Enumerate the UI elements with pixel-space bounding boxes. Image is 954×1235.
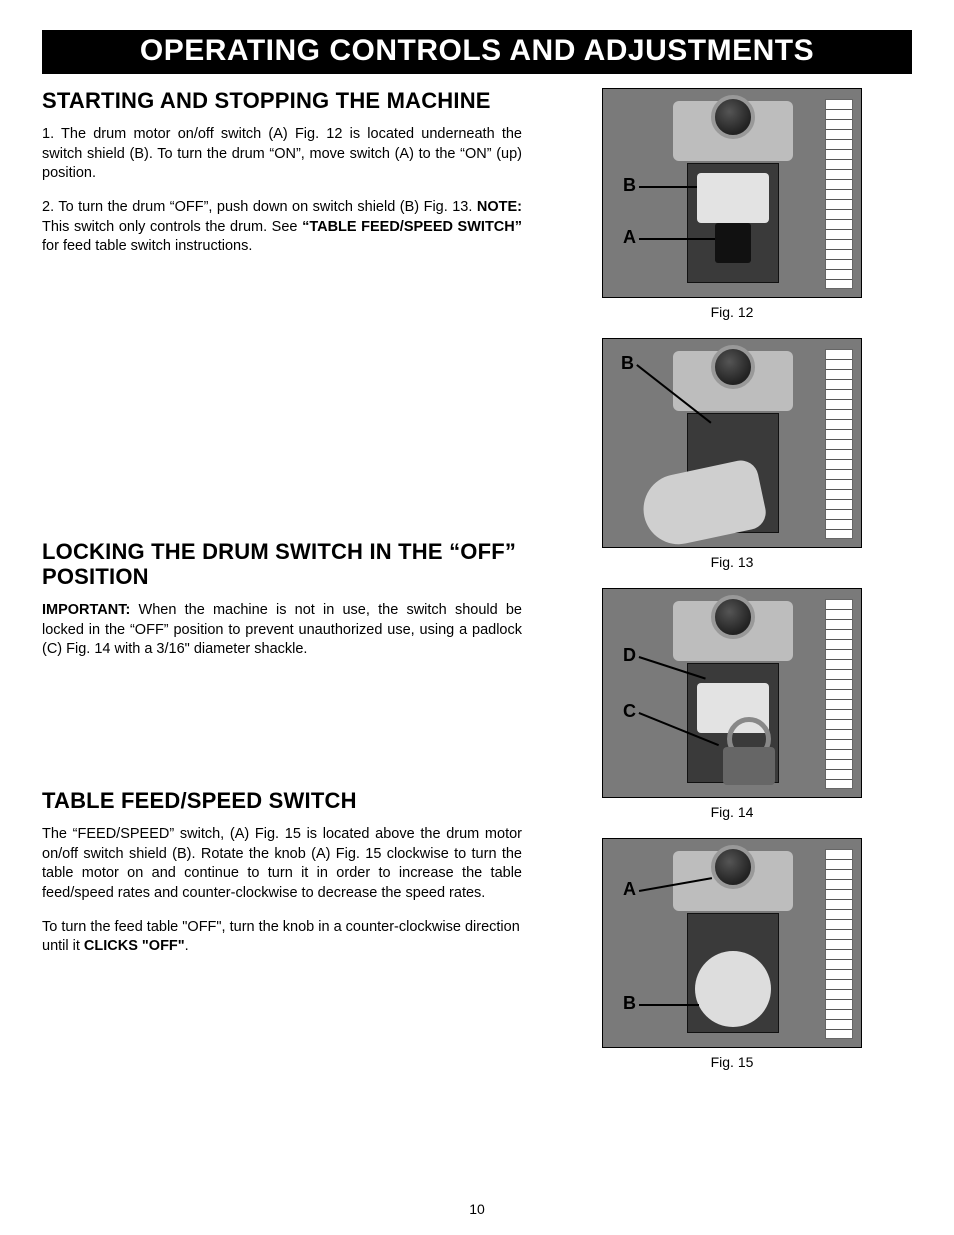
figure-14-image: D C [602,588,862,798]
page-banner: OPERATING CONTROLS AND ADJUSTMENTS [42,30,912,74]
callout-D: D [623,645,636,666]
feed-p2: To turn the feed table "OFF", turn the k… [42,918,522,957]
lock-important-label: IMPORTANT: [42,602,130,618]
feed-p2-bold: CLICKS "OFF" [84,938,185,954]
leader-line [639,186,697,188]
p2-tail: for feed table switch instructions. [42,238,252,254]
callout-B: B [621,353,634,374]
speed-knob [711,95,755,139]
heading-feed: TABLE FEED/SPEED SWITCH [42,788,522,813]
start-stop-p1: 1. The drum motor on/off switch (A) Fig.… [42,125,522,184]
feed-p2-tail: . [185,938,189,954]
figure-13: B Fig. 13 [552,338,912,570]
page-number: 10 [0,1201,954,1217]
scale-ruler [825,849,853,1039]
figure-13-image: B [602,338,862,548]
figure-13-caption: Fig. 13 [552,554,912,570]
left-column: STARTING AND STOPPING THE MACHINE 1. The… [42,88,522,1088]
callout-A: A [623,227,636,248]
callout-A: A [623,879,636,900]
heading-lock: LOCKING THE DRUM SWITCH IN THE “OFF” POS… [42,539,522,590]
right-column: B A Fig. 12 B Fig. 13 [552,88,912,1088]
lock-p1: IMPORTANT: When the machine is not in us… [42,601,522,660]
spacer [42,674,522,788]
speed-knob [711,345,755,389]
leader-line [639,238,715,240]
heading-start-stop: STARTING AND STOPPING THE MACHINE [42,88,522,113]
start-stop-p2: 2. To turn the drum “OFF”, push down on … [42,198,522,257]
figure-14: D C Fig. 14 [552,588,912,820]
figure-14-caption: Fig. 14 [552,804,912,820]
p2-quote: “TABLE FEED/SPEED SWITCH” [302,219,522,235]
speed-knob [711,595,755,639]
switch-shield [697,173,769,223]
figure-12-caption: Fig. 12 [552,304,912,320]
figure-15: A B Fig. 15 [552,838,912,1070]
callout-B: B [623,993,636,1014]
callout-C: C [623,701,636,722]
p2-note-label: NOTE: [477,199,522,215]
p2-note-text: This switch only controls the drum. See [42,219,302,235]
leader-line [639,1004,699,1006]
two-column-layout: STARTING AND STOPPING THE MACHINE 1. The… [42,88,912,1088]
feed-p1: The “FEED/SPEED” switch, (A) Fig. 15 is … [42,825,522,903]
spacer [42,271,522,539]
scale-ruler [825,349,853,539]
hand-pressing [637,457,769,548]
scale-ruler [825,99,853,289]
padlock-body [723,747,775,785]
figure-12-image: B A [602,88,862,298]
scale-ruler [825,599,853,789]
switch-shield-round [695,951,771,1027]
figure-15-caption: Fig. 15 [552,1054,912,1070]
callout-B: B [623,175,636,196]
p2-pre: 2. To turn the drum “OFF”, push down on … [42,199,477,215]
speed-knob [711,845,755,889]
on-off-toggle [715,223,751,263]
figure-15-image: A B [602,838,862,1048]
figure-12: B A Fig. 12 [552,88,912,320]
